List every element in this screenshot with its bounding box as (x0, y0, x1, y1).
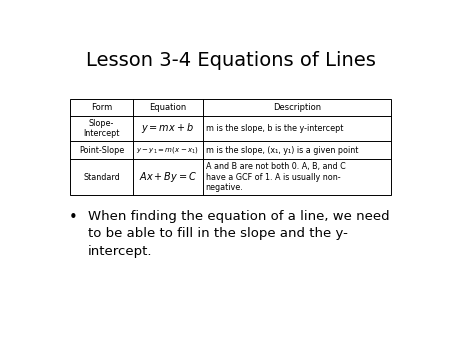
Text: A and B are not both 0. A, B, and C
have a GCF of 1. A is usually non-
negative.: A and B are not both 0. A, B, and C have… (206, 162, 345, 192)
Text: Point-Slope: Point-Slope (79, 146, 124, 154)
Text: Equation: Equation (149, 103, 186, 112)
Text: m is the slope, (x₁, y₁) is a given point: m is the slope, (x₁, y₁) is a given poin… (206, 146, 358, 154)
Text: $Ax + By = C$: $Ax + By = C$ (139, 170, 197, 184)
Bar (70, 99, 391, 195)
Text: m is the slope, b is the y-intercept: m is the slope, b is the y-intercept (206, 124, 343, 133)
Text: $y - y_1 = m(x - x_1)$: $y - y_1 = m(x - x_1)$ (136, 145, 199, 155)
Text: Form: Form (91, 103, 112, 112)
Text: $y = mx + b$: $y = mx + b$ (141, 121, 194, 136)
Text: Standard: Standard (83, 173, 120, 182)
Text: to be able to fill in the slope and the y-: to be able to fill in the slope and the … (88, 227, 347, 240)
Text: Description: Description (273, 103, 321, 112)
Text: Lesson 3-4 Equations of Lines: Lesson 3-4 Equations of Lines (86, 51, 376, 70)
Text: •: • (68, 210, 77, 225)
Text: Slope-
Intercept: Slope- Intercept (83, 119, 120, 138)
Text: intercept.: intercept. (88, 245, 152, 258)
Text: When finding the equation of a line, we need: When finding the equation of a line, we … (88, 210, 389, 223)
